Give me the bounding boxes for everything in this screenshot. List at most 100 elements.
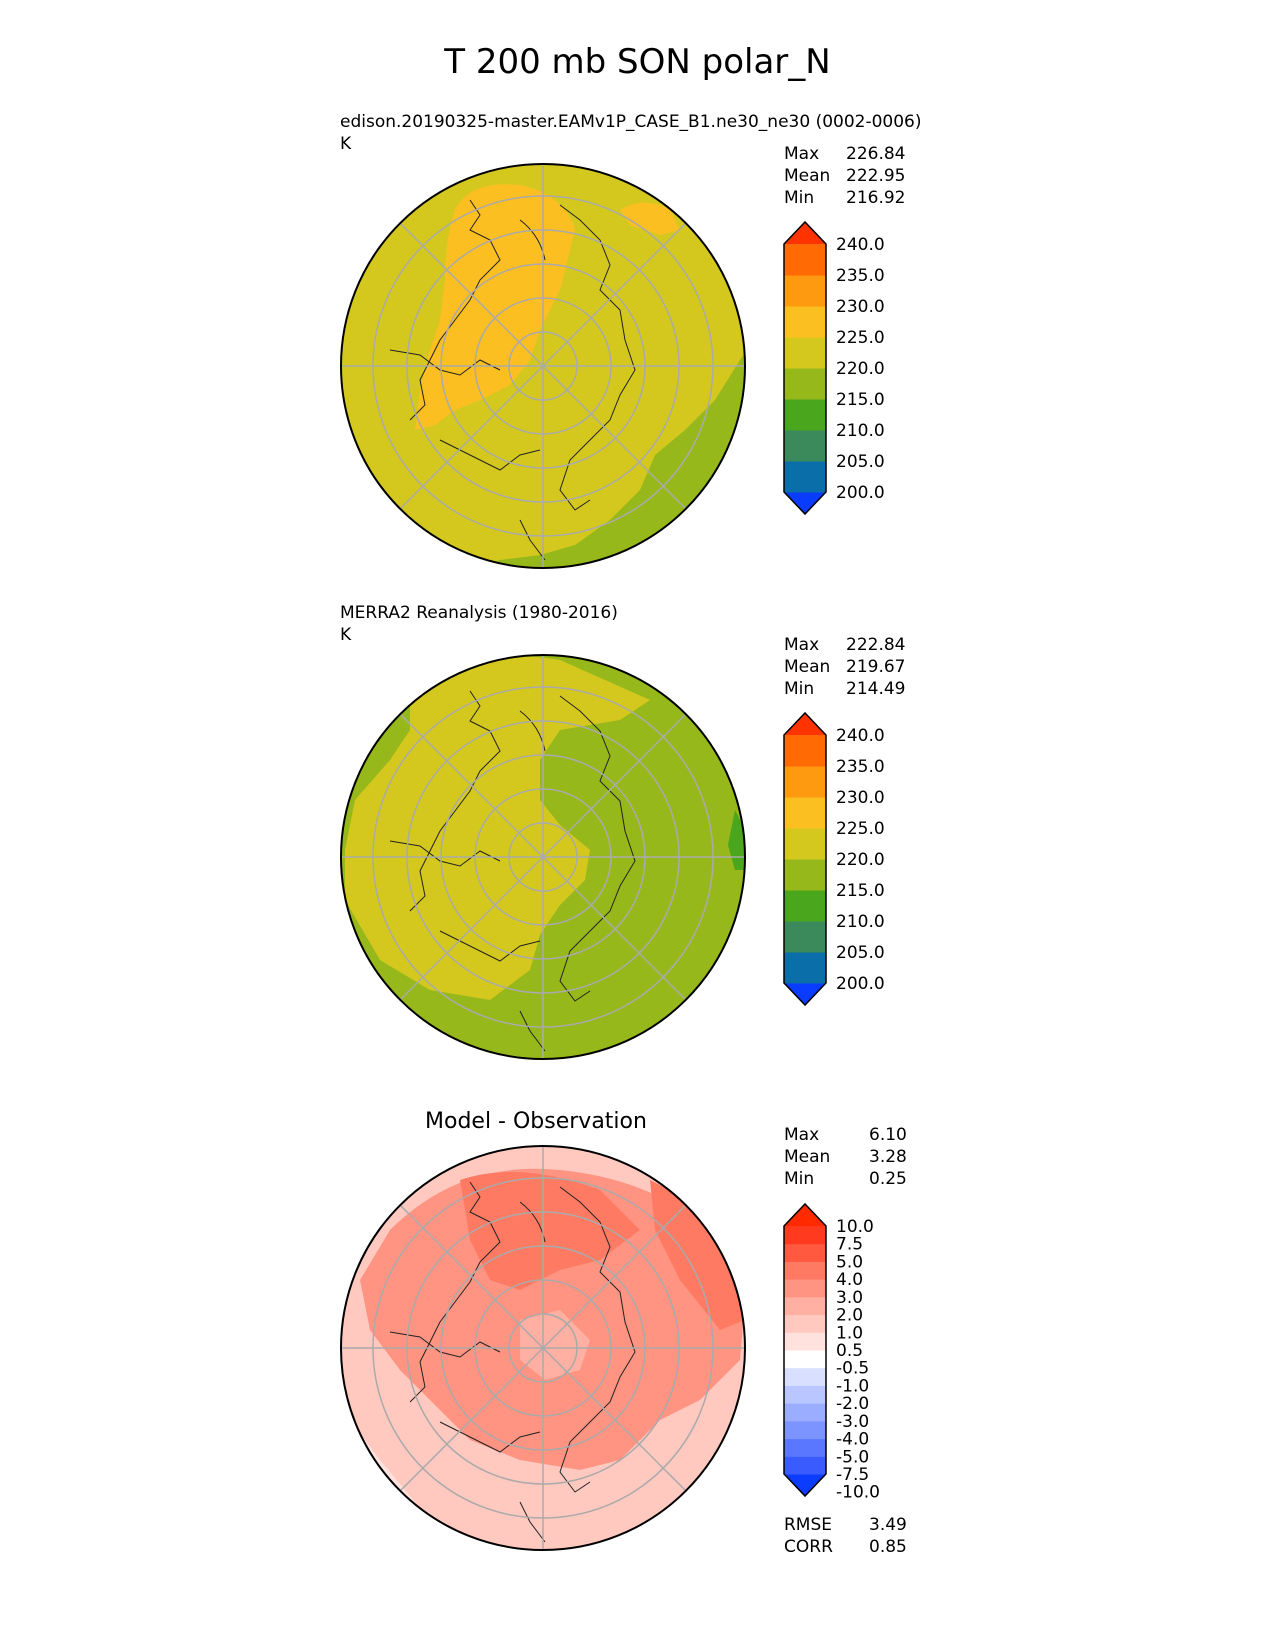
colorbar-segment <box>784 890 826 922</box>
colorbar-tick-label: 235.0 <box>836 757 885 777</box>
colorbar-tick-label: -2.0 <box>836 1394 869 1414</box>
figure-title: T 200 mb SON polar_N <box>444 42 831 82</box>
panel3-stat-min: Min 0.25 <box>784 1168 907 1190</box>
panel1-units: K <box>340 134 352 154</box>
colorbar-tick-label: 210.0 <box>836 912 885 932</box>
colorbar-segment <box>784 828 826 860</box>
field-east-cool <box>728 810 745 870</box>
colorbar-tick-label: 4.0 <box>836 1270 863 1290</box>
colorbar-tick-label: 220.0 <box>836 359 885 379</box>
map-border <box>340 163 746 569</box>
colorbar-segment <box>784 1438 826 1457</box>
colorbar-tick-label: -1.0 <box>836 1376 869 1396</box>
map-diff <box>340 1145 746 1551</box>
stat-value: 3.28 <box>869 1147 907 1167</box>
stat-value: 0.25 <box>869 1169 907 1189</box>
colorbar-tick-label: 215.0 <box>836 881 885 901</box>
panel2-units: K <box>340 625 352 645</box>
colorbar-tick-label: 215.0 <box>836 390 885 410</box>
colorbar-segment <box>784 1243 826 1262</box>
colorbar-1: 240.0 235.0 230.0 225.0 220.0 215.0 210.0 205.0… <box>783 220 885 516</box>
colorbar-tick-label: 205.0 <box>836 943 885 963</box>
colorbar-tick-label: -3.0 <box>836 1412 869 1432</box>
colorbar-segment <box>784 399 826 431</box>
stat-label: Mean <box>784 166 831 186</box>
colorbar-segment <box>784 859 826 891</box>
coastlines-ref <box>389 690 636 1052</box>
colorbar-segment <box>784 1226 826 1245</box>
colorbar-segment <box>784 766 826 798</box>
colorbar-tick-label: 2.0 <box>836 1306 863 1326</box>
coastlines-diff <box>389 1181 636 1543</box>
graticule-ref <box>341 655 745 1059</box>
colorbar-extend-max <box>784 222 826 244</box>
map-ref <box>340 654 746 1060</box>
colorbar-segment <box>784 735 826 767</box>
colorbar-segment <box>784 921 826 953</box>
colorbar-segment <box>784 337 826 369</box>
stat-value: 219.67 <box>846 657 906 677</box>
panel2-stat-min: Min 214.49 <box>784 678 905 700</box>
colorbar-tick-label: 230.0 <box>836 788 885 808</box>
colorbar-segment <box>784 1385 826 1404</box>
stat-label: Mean <box>784 657 831 677</box>
colorbar-segment <box>784 368 826 400</box>
colorbar-tick-label: 1.0 <box>836 1323 863 1343</box>
colorbar-extend-min <box>784 492 826 514</box>
colorbar-segment <box>784 1314 826 1333</box>
stat-label: Min <box>784 1169 815 1189</box>
colorbar-tick-label: 225.0 <box>836 819 885 839</box>
colorbar-tick-label: 220.0 <box>836 850 885 870</box>
colorbar-segment <box>784 461 826 493</box>
stat-value: 6.10 <box>869 1125 907 1145</box>
colorbar-segment <box>784 430 826 462</box>
colorbar-3: 10.07.55.04.03.02.01.00.5-0.5-1.0-2.0-3.… <box>783 1202 880 1503</box>
field-west-warm <box>345 655 650 1000</box>
colorbar-tick-label: 3.0 <box>836 1288 863 1308</box>
stat-value: 222.95 <box>846 166 906 186</box>
metric-label: CORR <box>784 1537 833 1557</box>
stat-value: 226.84 <box>846 144 906 164</box>
stat-label: Min <box>784 188 815 208</box>
field-center-low <box>520 1310 590 1380</box>
colorbar-outline <box>783 1202 827 1498</box>
colorbar-extend-max <box>784 1204 826 1226</box>
colorbar-2: 240.0 235.0 230.0 225.0 220.0 215.0 210.0 205.0… <box>783 711 885 1007</box>
panel3-stat-max: Max 6.10 <box>784 1124 907 1146</box>
colorbar-outline <box>783 220 827 516</box>
colorbar-segment <box>784 1367 826 1386</box>
panel3-metric-rmse: RMSE 3.49 <box>784 1514 907 1536</box>
colorbar-tick-label: -0.5 <box>836 1359 869 1379</box>
panel1-stat-min: Min 216.92 <box>784 187 905 209</box>
colorbar-segment <box>784 1456 826 1475</box>
colorbar-tick-label: 205.0 <box>836 452 885 472</box>
colorbar-extend-min <box>784 983 826 1005</box>
colorbar-tick-label: -7.5 <box>836 1465 869 1485</box>
panel2-stat-mean: Mean 219.67 <box>784 656 905 678</box>
stat-label: Min <box>784 679 815 699</box>
metric-label: RMSE <box>784 1515 833 1535</box>
colorbar-segment <box>784 1296 826 1316</box>
colorbar-segment <box>784 1420 826 1440</box>
colorbar-segment <box>784 952 826 984</box>
colorbar-extend-min <box>784 1474 826 1496</box>
colorbar-tick-label: 240.0 <box>836 235 885 255</box>
colorbar-extend-max <box>784 713 826 735</box>
panel2-title: MERRA2 Reanalysis (1980-2016) <box>340 603 618 623</box>
colorbar-tick-label: 200.0 <box>836 483 885 503</box>
colorbar-segment <box>784 1279 826 1298</box>
colorbar-segment <box>784 1350 826 1369</box>
colorbar-tick-label: 240.0 <box>836 726 885 746</box>
colorbar-tick-label: 235.0 <box>836 266 885 286</box>
stat-label: Mean <box>784 1147 831 1167</box>
colorbar-tick-label: 7.5 <box>836 1235 863 1255</box>
colorbar-tick-label: 210.0 <box>836 421 885 441</box>
stat-value: 216.92 <box>846 188 906 208</box>
panel3-title: Model - Observation <box>425 1109 647 1134</box>
map-border <box>340 1145 746 1551</box>
field-asia-warm <box>415 184 575 430</box>
colorbar-tick-label: 200.0 <box>836 974 885 994</box>
stat-value: 214.49 <box>846 679 906 699</box>
field-pacific-warm <box>620 202 680 235</box>
panel1-title: edison.20190325-master.EAMv1P_CASE_B1.ne… <box>340 112 922 132</box>
